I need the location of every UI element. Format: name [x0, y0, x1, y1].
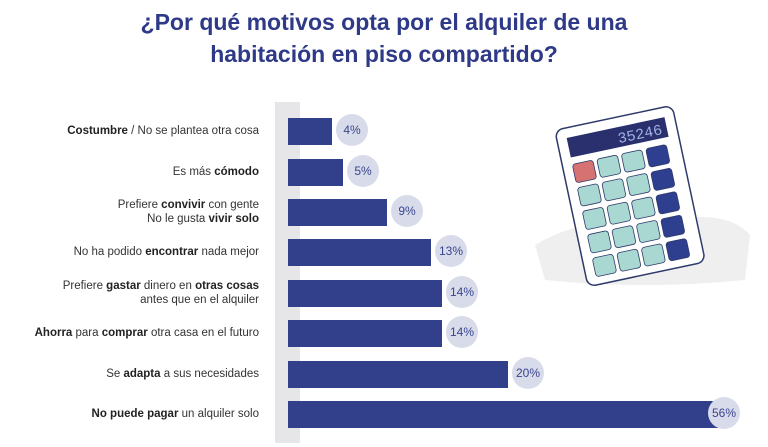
label-segment: gastar	[106, 280, 141, 292]
calculator-key	[631, 196, 656, 220]
category-label: Costumbre / No se plantea otra cosa	[67, 111, 259, 151]
label-segment: para	[72, 327, 102, 339]
title-line-1: ¿Por qué motivos opta por el alquiler de…	[140, 9, 628, 35]
category-label: Se adapta a sus necesidades	[106, 354, 259, 394]
category-label-line: Se adapta a sus necesidades	[106, 367, 259, 381]
label-segment: encontrar	[145, 246, 199, 258]
bar	[288, 320, 442, 347]
bar	[288, 159, 343, 186]
label-segment: otra casa en el futuro	[147, 327, 259, 339]
value-label: 14%	[446, 316, 478, 348]
calculator-illustration: 35246	[535, 106, 750, 287]
label-segment: Prefiere	[62, 280, 107, 292]
calculator-key	[665, 238, 690, 262]
label-segment: nada mejor	[198, 246, 259, 258]
value-label: 56%	[708, 397, 740, 429]
value-label: 5%	[347, 155, 379, 187]
label-segment: con gente	[205, 199, 259, 211]
category-label-line: antes que en el alquiler	[63, 293, 259, 307]
label-segment: antes que en el alquiler	[140, 294, 259, 306]
label-segment: Se	[106, 368, 124, 380]
label-segment: cómodo	[214, 166, 259, 178]
label-segment: convivir	[161, 199, 206, 211]
value-label: 13%	[435, 235, 467, 267]
category-label: Ahorra para comprar otra casa en el futu…	[35, 313, 259, 353]
bar-row: Costumbre / No se plantea otra cosa 4%	[0, 111, 768, 151]
label-segment: adapta	[123, 368, 161, 380]
bar-row: No ha podido encontrar nada mejor 13%	[0, 232, 768, 272]
calculator-key	[621, 149, 646, 173]
label-segment: Es más	[172, 166, 215, 178]
label-segment: / No se plantea otra cosa	[127, 125, 259, 137]
title-line-2: habitación en piso compartido?	[210, 41, 558, 67]
bar	[288, 199, 387, 226]
value-label: 4%	[336, 114, 368, 146]
label-segment: No ha podido	[73, 246, 146, 258]
label-segment: vivir solo	[208, 213, 260, 225]
bar	[288, 239, 431, 266]
category-label: No ha podido encontrar nada mejor	[74, 232, 259, 272]
category-label: Es más cómodo	[173, 152, 259, 192]
bar-row: Prefiere gastar dinero en otras cosas ant…	[0, 273, 768, 313]
category-label-line: No ha podido encontrar nada mejor	[74, 245, 259, 259]
calculator-key	[616, 248, 642, 272]
calculator-key	[650, 168, 675, 191]
label-segment: Costumbre	[67, 125, 128, 137]
bar-row: Ahorra para comprar otra casa en el futu…	[0, 313, 768, 353]
category-label: No puede pagar un alquiler solo	[92, 394, 259, 434]
label-segment: Prefiere	[117, 199, 162, 211]
label-segment: No le gusta	[147, 213, 209, 225]
bar	[288, 401, 718, 428]
value-label: 20%	[512, 357, 544, 389]
value-label: 14%	[446, 276, 478, 308]
chart-title: ¿Por qué motivos opta por el alquiler de…	[0, 6, 768, 70]
category-label-line: Es más cómodo	[173, 165, 259, 179]
bar-row: Es más cómodo 5%	[0, 152, 768, 192]
category-label-line: Prefiere gastar dinero en otras cosas	[63, 279, 259, 293]
label-segment: otras cosas	[195, 280, 259, 292]
calculator-key	[641, 243, 666, 267]
calculator-key	[596, 154, 622, 178]
category-label-line: Prefiere convivir con gente	[118, 198, 259, 212]
category-label: Prefiere convivir con gente No le gusta v…	[118, 192, 259, 232]
calculator-key	[655, 191, 680, 215]
value-label: 9%	[391, 195, 423, 227]
category-label-line: No le gusta vivir solo	[118, 212, 259, 226]
bar-row: Se adapta a sus necesidades 20%	[0, 354, 768, 394]
category-label-line: Costumbre / No se plantea otra cosa	[67, 124, 259, 138]
calculator-key	[587, 230, 612, 254]
calculator-key	[611, 225, 637, 249]
bar	[288, 280, 442, 307]
bar-row: No puede pagar un alquiler solo 56%	[0, 394, 768, 434]
calculator-key	[645, 144, 670, 168]
calculator-key	[592, 254, 617, 277]
calculator-key	[636, 220, 661, 243]
bar	[288, 118, 332, 145]
label-segment: dinero en	[140, 280, 196, 292]
bar	[288, 361, 508, 388]
label-segment: Ahorra	[34, 327, 73, 339]
calculator-key	[601, 178, 627, 202]
calculator-key	[626, 173, 651, 196]
calculator-key	[572, 160, 597, 183]
label-segment: comprar	[101, 327, 148, 339]
bar-row: Prefiere convivir con gente No le gusta v…	[0, 192, 768, 232]
calculator-key	[577, 183, 602, 207]
calculator-key	[660, 215, 685, 238]
category-label-line: Ahorra para comprar otra casa en el futu…	[35, 326, 259, 340]
category-label: Prefiere gastar dinero en otras cosas ant…	[63, 273, 259, 313]
label-segment: a sus necesidades	[160, 368, 259, 380]
label-segment: No puede pagar	[91, 408, 179, 420]
category-label-line: No puede pagar un alquiler solo	[92, 407, 259, 421]
calculator-key	[606, 201, 632, 225]
label-segment: un alquiler solo	[178, 408, 259, 420]
calculator-key	[582, 207, 607, 230]
